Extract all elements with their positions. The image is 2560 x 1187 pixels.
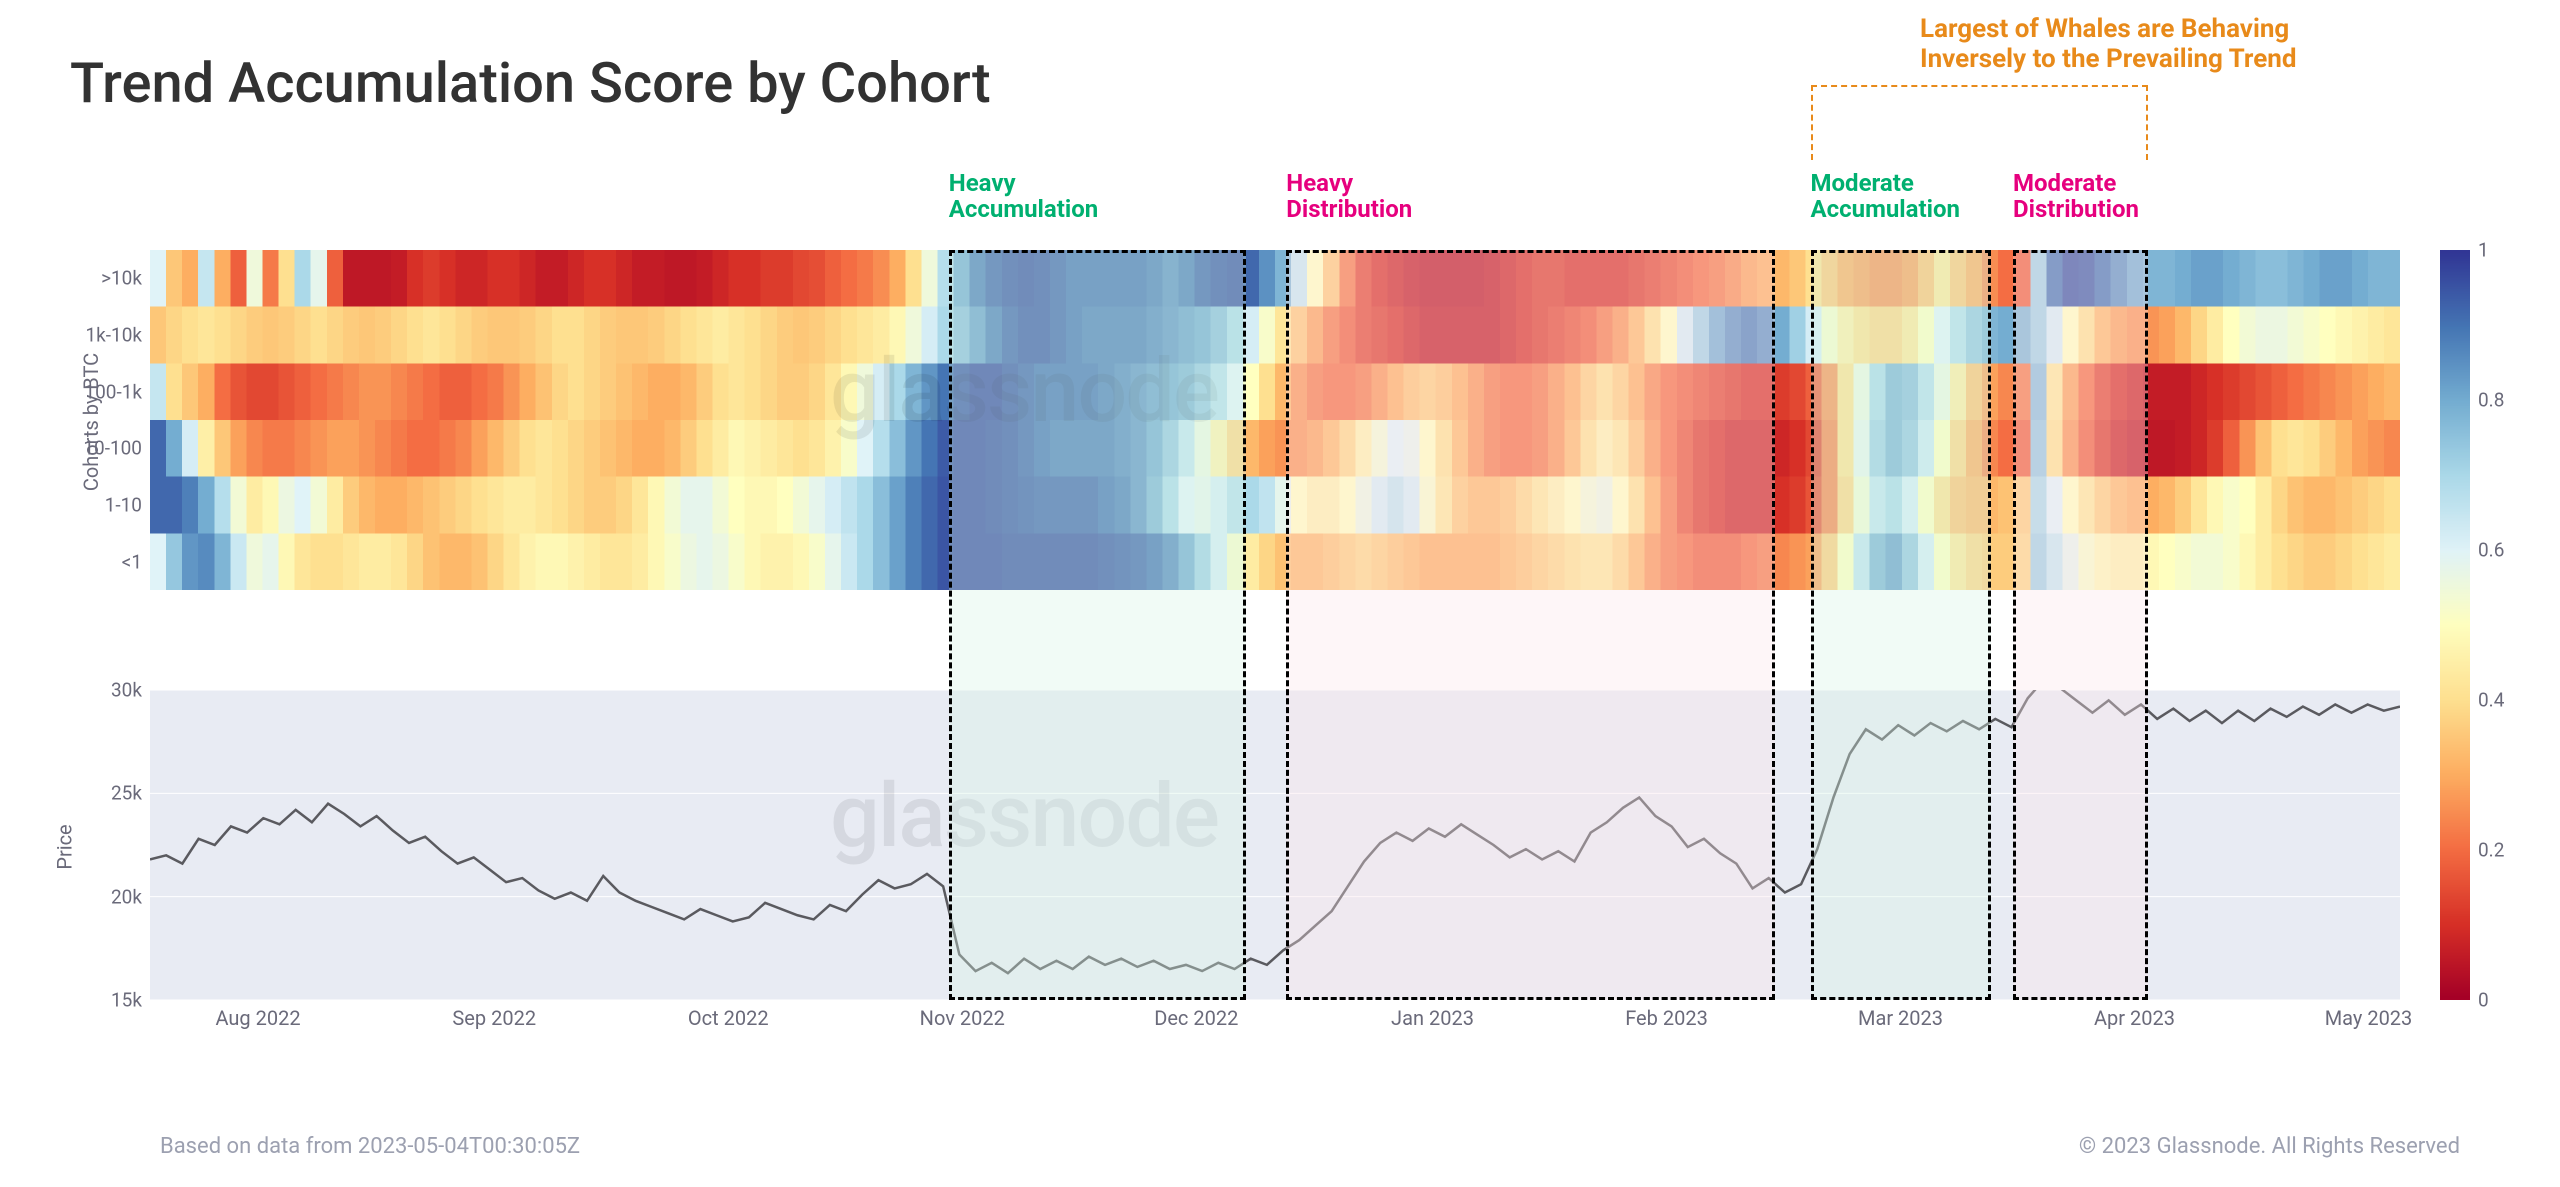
x-tick: Dec 2022	[1154, 1006, 1238, 1030]
whale-annotation: Largest of Whales are BehavingInversely …	[1920, 15, 2296, 75]
heatmap-ylabel: Cohorts by BTC	[79, 353, 103, 491]
heatmap-ytick: 10-100	[83, 437, 142, 460]
x-tick: Nov 2022	[920, 1006, 1005, 1030]
phase-label: HeavyAccumulation	[949, 170, 1098, 223]
phase-label: ModerateDistribution	[2013, 170, 2139, 223]
colorbar-tick: 0.6	[2478, 539, 2504, 562]
phase-label: HeavyDistribution	[1286, 170, 1412, 223]
price-ylabel: Price	[53, 824, 77, 869]
colorbar-tick: 1	[2478, 239, 2489, 262]
colorbar-tick: 0.8	[2478, 389, 2504, 412]
price-ytick: 15k	[111, 989, 142, 1012]
colorbar-tick: 0.4	[2478, 689, 2504, 712]
heatmap-panel: Cohorts by BTC >10k1k-10k100-1k10-1001-1…	[150, 250, 2400, 590]
copyright: © 2023 Glassnode. All Rights Reserved	[2079, 1134, 2460, 1159]
colorbar-canvas	[2440, 250, 2470, 1000]
heatmap-ytick: 1k-10k	[85, 324, 142, 347]
x-tick: Feb 2023	[1625, 1006, 1708, 1030]
phase-label: ModerateAccumulation	[1811, 170, 1960, 223]
chart-area: Cohorts by BTC >10k1k-10k100-1k10-1001-1…	[150, 250, 2400, 1000]
price-ytick: 20k	[111, 885, 142, 908]
heatmap-ytick: <1	[122, 550, 142, 573]
heatmap-ytick: 1-10	[105, 494, 142, 517]
heatmap-ytick: >10k	[101, 267, 142, 290]
x-tick: Oct 2022	[688, 1006, 769, 1030]
price-svg	[150, 690, 2400, 1000]
footer-attribution: Based on data from 2023-05-04T00:30:05Z	[160, 1134, 580, 1159]
x-tick: May 2023	[2325, 1006, 2413, 1030]
colorbar: 00.20.40.60.81	[2440, 250, 2470, 1000]
colorbar-tick: 0.2	[2478, 839, 2504, 862]
x-tick: Aug 2022	[215, 1006, 300, 1030]
heatmap-canvas	[150, 250, 2400, 590]
x-tick: Mar 2023	[1858, 1006, 1943, 1030]
colorbar-tick: 0	[2478, 989, 2489, 1012]
price-ytick: 30k	[111, 679, 142, 702]
x-tick: Apr 2023	[2094, 1006, 2175, 1030]
price-ytick: 25k	[111, 782, 142, 805]
x-tick: Jan 2023	[1391, 1006, 1474, 1030]
heatmap-ytick: 100-1k	[84, 380, 142, 403]
x-tick: Sep 2022	[452, 1006, 536, 1030]
price-panel: Price 15k20k25k30k Aug 2022Sep 2022Oct 2…	[150, 690, 2400, 1000]
